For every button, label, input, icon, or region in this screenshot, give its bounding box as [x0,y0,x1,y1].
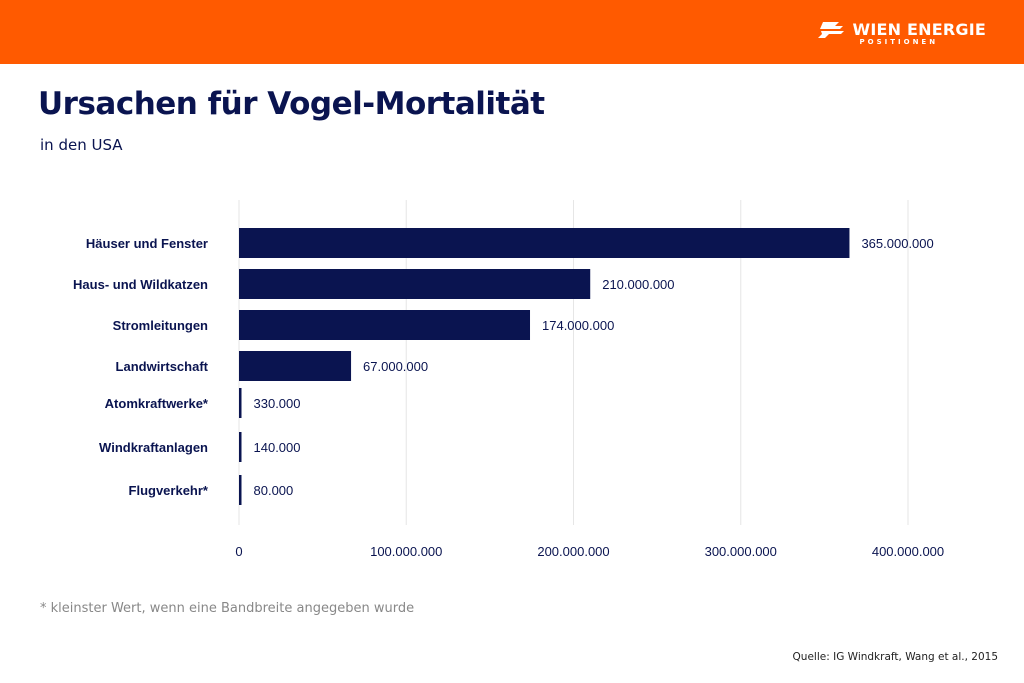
bar [239,388,242,418]
brand-name: WIEN ENERGIE [852,20,986,39]
x-tick-label: 0 [235,544,242,559]
category-label: Haus- und Wildkatzen [73,277,208,292]
bar [239,269,591,299]
bar [239,228,850,258]
brand-logo: WIEN ENERGIE POSITIONEN [817,20,986,46]
category-label: Windkraftanlagen [99,440,208,455]
category-label: Flugverkehr* [129,483,209,498]
bar [239,351,352,381]
x-tick-label: 200.000.000 [537,544,609,559]
bar [239,310,531,340]
data-label: 67.000.000 [363,359,428,374]
brand-subtitle: POSITIONEN [859,38,939,46]
source-note: Quelle: IG Windkraft, Wang et al., 2015 [792,651,998,663]
x-tick-label: 100.000.000 [370,544,442,559]
category-label: Häuser und Fenster [86,236,208,251]
data-label: 330.000 [254,396,301,411]
data-label: 365.000.000 [861,236,933,251]
bar [239,432,242,462]
data-label: 174.000.000 [542,318,614,333]
header-bar: WIEN ENERGIE POSITIONEN [0,0,1024,64]
data-label: 140.000 [254,440,301,455]
chart-title: Ursachen für Vogel-Mortalität [38,86,545,122]
category-label: Atomkraftwerke* [105,396,209,411]
x-tick-label: 300.000.000 [705,544,777,559]
wien-energie-logo-icon [817,21,844,38]
data-label: 80.000 [254,483,294,498]
category-label: Landwirtschaft [116,359,209,374]
footnote: * kleinster Wert, wenn eine Bandbreite a… [40,601,415,616]
bar [239,475,242,505]
data-label: 210.000.000 [602,277,674,292]
x-tick-label: 400.000.000 [872,544,944,559]
chart-subtitle: in den USA [40,136,123,154]
category-label: Stromleitungen [113,318,208,333]
